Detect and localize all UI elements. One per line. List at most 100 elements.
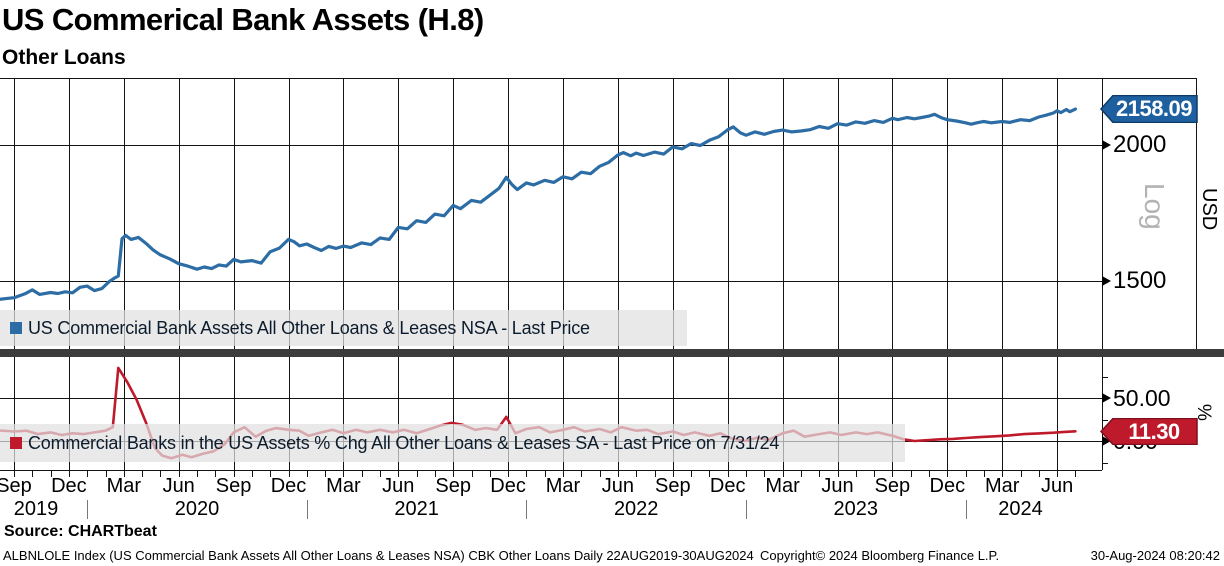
x-axis-month-label: Sep bbox=[0, 475, 32, 497]
last-price-badge-bottom: 11.30 bbox=[1100, 418, 1198, 445]
x-axis-month-label: Jun bbox=[382, 475, 415, 497]
gridline-vertical bbox=[672, 357, 674, 470]
x-axis-tick bbox=[361, 471, 363, 477]
gridline-vertical bbox=[233, 357, 235, 470]
gridline-vertical bbox=[837, 78, 839, 349]
x-axis-tick bbox=[581, 471, 583, 477]
legend-bottom-label: Commercial Banks in the US Assets % Chg … bbox=[28, 432, 780, 453]
y-axis-line bbox=[1102, 78, 1103, 470]
x-axis-tick bbox=[398, 471, 400, 477]
gridline-vertical bbox=[508, 357, 510, 470]
x-axis-tick bbox=[50, 471, 52, 477]
y-minor-tick bbox=[1102, 462, 1108, 464]
x-axis-tick bbox=[672, 471, 674, 477]
y-tick-label: 1500 bbox=[1113, 267, 1167, 294]
x-axis-tick bbox=[636, 471, 638, 477]
gridline-vertical bbox=[68, 78, 70, 349]
x-axis-tick bbox=[782, 471, 784, 477]
x-axis-tick bbox=[746, 471, 747, 477]
gridline-vertical bbox=[453, 78, 455, 349]
x-axis-month-label: Dec bbox=[709, 475, 746, 497]
y-tick-arrow bbox=[1102, 436, 1111, 446]
x-axis-tick bbox=[929, 471, 930, 477]
y-tick-arrow bbox=[1102, 393, 1111, 403]
gridline-vertical bbox=[68, 357, 70, 470]
x-axis-tick bbox=[270, 471, 272, 477]
gridline-vertical bbox=[343, 78, 345, 349]
panel-divider-handle[interactable] bbox=[0, 349, 1224, 357]
x-axis-tick bbox=[800, 471, 802, 477]
gridline-horizontal bbox=[0, 145, 1102, 146]
gridline-vertical bbox=[617, 357, 619, 470]
x-axis-tick bbox=[947, 471, 949, 477]
footer-description: ALBNLOLE Index (US Commercial Bank Asset… bbox=[3, 548, 754, 563]
x-axis-tick bbox=[160, 471, 162, 477]
gridline-vertical bbox=[1002, 78, 1004, 349]
legend-top-label: US Commercial Bank Assets All Other Loan… bbox=[28, 317, 590, 338]
x-axis-month-label: Dec bbox=[270, 475, 307, 497]
y-axis-outer-line bbox=[1196, 78, 1197, 349]
x-axis-tick bbox=[617, 471, 619, 477]
gridline-vertical bbox=[288, 357, 290, 470]
x-axis-tick bbox=[563, 471, 564, 477]
x-axis-tick bbox=[1020, 471, 1022, 477]
x-axis-tick bbox=[105, 471, 107, 477]
x-axis-month-label: Jun bbox=[601, 475, 635, 497]
gridline-vertical bbox=[892, 78, 894, 349]
badge-bottom-value: 11.30 bbox=[1128, 418, 1180, 444]
x-axis-tick bbox=[434, 471, 436, 477]
x-axis-month-label: Sep bbox=[435, 475, 471, 497]
x-axis-tick bbox=[197, 471, 198, 477]
x-axis-year-separator bbox=[526, 500, 528, 519]
x-axis-tick bbox=[123, 471, 125, 477]
x-axis-tick bbox=[837, 471, 839, 477]
x-axis-month-label: Jun bbox=[821, 475, 854, 497]
x-axis-month-label: Mar bbox=[984, 475, 1020, 497]
x-axis-tick bbox=[178, 471, 180, 477]
gridline-vertical bbox=[782, 78, 784, 349]
y-tick-label: 50.00 bbox=[1113, 385, 1171, 411]
gridline-vertical bbox=[178, 357, 180, 470]
x-axis-tick bbox=[1002, 471, 1004, 477]
x-axis-year-separator bbox=[746, 500, 747, 519]
x-axis-month-label: Mar bbox=[545, 475, 581, 497]
x-axis-tick bbox=[251, 471, 253, 477]
x-axis-tick bbox=[215, 471, 217, 477]
x-axis-month-label: Dec bbox=[51, 475, 87, 497]
gridline-vertical bbox=[947, 357, 949, 470]
gridline-vertical bbox=[343, 357, 345, 470]
gridline-vertical bbox=[123, 357, 125, 470]
last-price-badge-top: 2158.09 bbox=[1100, 95, 1198, 123]
x-axis-tick bbox=[892, 471, 894, 477]
x-axis-tick bbox=[983, 471, 985, 477]
gridline-vertical bbox=[727, 357, 729, 470]
x-axis-tick bbox=[727, 471, 729, 477]
x-axis-year-label: 2019 bbox=[13, 498, 59, 520]
gridline-vertical bbox=[14, 78, 15, 349]
x-axis-tick bbox=[142, 471, 144, 477]
x-axis-tick bbox=[1038, 471, 1040, 477]
x-axis-month-label: Dec bbox=[929, 475, 966, 497]
series-line-top bbox=[0, 107, 1078, 301]
badge-top-value: 2158.09 bbox=[1115, 96, 1193, 121]
x-axis-tick bbox=[691, 471, 693, 477]
gridline-vertical bbox=[1002, 357, 1004, 470]
gridline-vertical bbox=[233, 78, 235, 349]
x-axis-tick bbox=[68, 471, 70, 477]
x-axis-year-label: 2024 bbox=[998, 498, 1043, 520]
source-label: Source: CHARTbeat bbox=[4, 523, 157, 540]
x-axis-year-separator bbox=[306, 500, 308, 519]
gridline-vertical bbox=[782, 357, 784, 470]
x-axis-tick bbox=[343, 471, 345, 477]
legend-top-swatch bbox=[10, 322, 22, 334]
x-axis-year-label: 2022 bbox=[613, 498, 659, 520]
gridline-vertical bbox=[453, 357, 455, 470]
gridline-horizontal bbox=[0, 281, 1102, 282]
y-axis-title-top: USD bbox=[1198, 188, 1220, 231]
log-scale-label: Log bbox=[1139, 183, 1170, 230]
x-axis-month-label: Mar bbox=[765, 475, 800, 497]
x-axis-year-label: 2020 bbox=[174, 498, 220, 520]
x-axis-tick bbox=[544, 471, 546, 477]
